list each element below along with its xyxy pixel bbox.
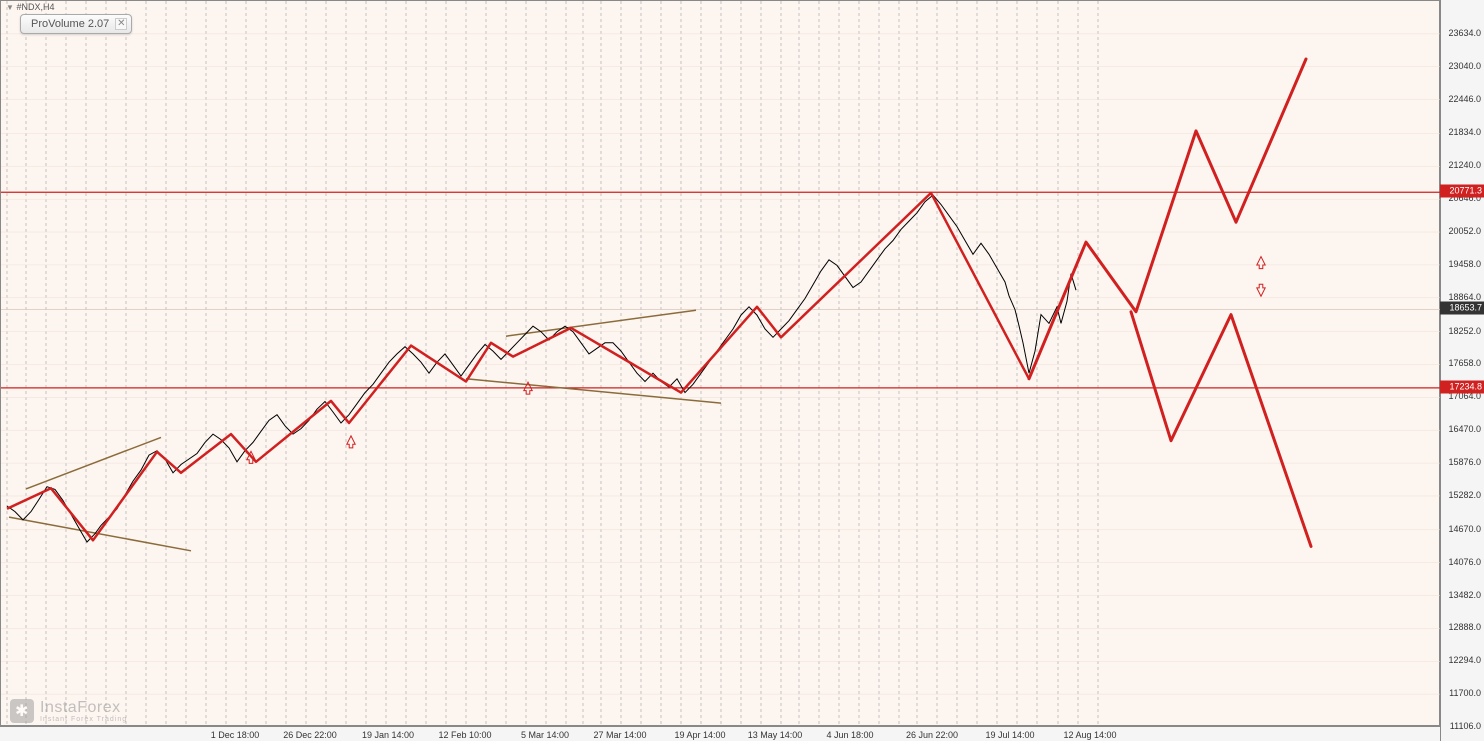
price-label: 18653.7	[1440, 302, 1484, 315]
x-tick: 27 Mar 14:00	[593, 730, 646, 740]
y-tick: 15282.0	[1448, 490, 1481, 500]
y-tick: 18252.0	[1448, 326, 1481, 336]
x-tick: 12 Feb 10:00	[438, 730, 491, 740]
x-tick: 19 Jul 14:00	[985, 730, 1034, 740]
y-tick: 14076.0	[1448, 557, 1481, 567]
y-tick: 20052.0	[1448, 226, 1481, 236]
y-tick: 14670.0	[1448, 524, 1481, 534]
chart-plot-area[interactable]	[0, 0, 1440, 726]
y-tick: 15876.0	[1448, 457, 1481, 467]
y-tick: 12888.0	[1448, 622, 1481, 632]
logo-icon	[10, 699, 34, 723]
y-tick: 22446.0	[1448, 94, 1481, 104]
indicator-label: ProVolume 2.07	[31, 18, 109, 30]
x-tick: 19 Apr 14:00	[674, 730, 725, 740]
y-tick: 11700.0	[1449, 688, 1481, 698]
watermark-slogan: Instant Forex Trading	[40, 716, 127, 723]
x-tick: 26 Jun 22:00	[906, 730, 958, 740]
x-tick: 4 Jun 18:00	[826, 730, 873, 740]
price-label: 20771.3	[1440, 185, 1484, 198]
x-tick: 13 May 14:00	[748, 730, 803, 740]
close-icon[interactable]: ✕	[115, 18, 127, 30]
y-tick: 12294.0	[1448, 655, 1481, 665]
y-axis: 11106.0 11700.0 12294.0 12888.0 13482.0 14076…	[1440, 0, 1484, 741]
y-tick: 17658.0	[1448, 358, 1481, 368]
x-tick: 19 Jan 14:00	[362, 730, 414, 740]
y-tick: 19458.0	[1448, 259, 1481, 269]
watermark-brand: InstaForex	[40, 700, 127, 716]
watermark-text: InstaForex Instant Forex Trading	[40, 700, 127, 723]
symbol-label: #NDX,H4	[16, 2, 54, 12]
y-tick: 23040.0	[1448, 61, 1481, 71]
x-axis: 1 Dec 18:00 26 Dec 22:00 19 Jan 14:00 12 Fe…	[0, 726, 1440, 741]
y-tick: 18864.0	[1448, 292, 1481, 302]
watermark: InstaForex Instant Forex Trading	[10, 699, 127, 723]
y-tick: 13482.0	[1448, 590, 1481, 600]
price-label: 17234.8	[1440, 380, 1484, 393]
x-tick: 26 Dec 22:00	[283, 730, 337, 740]
chart-title: ▼ #NDX,H4	[6, 2, 54, 12]
x-tick: 12 Aug 14:00	[1063, 730, 1116, 740]
y-tick: 23634.0	[1448, 28, 1481, 38]
indicator-button[interactable]: ProVolume 2.07 ✕	[20, 14, 132, 34]
y-tick: 21834.0	[1448, 127, 1481, 137]
y-tick: 21240.0	[1448, 160, 1481, 170]
x-tick: 5 Mar 14:00	[521, 730, 569, 740]
chart-svg	[1, 1, 1441, 727]
y-tick: 16470.0	[1448, 424, 1481, 434]
x-tick: 1 Dec 18:00	[211, 730, 260, 740]
y-tick: 11106.0	[1450, 721, 1481, 731]
